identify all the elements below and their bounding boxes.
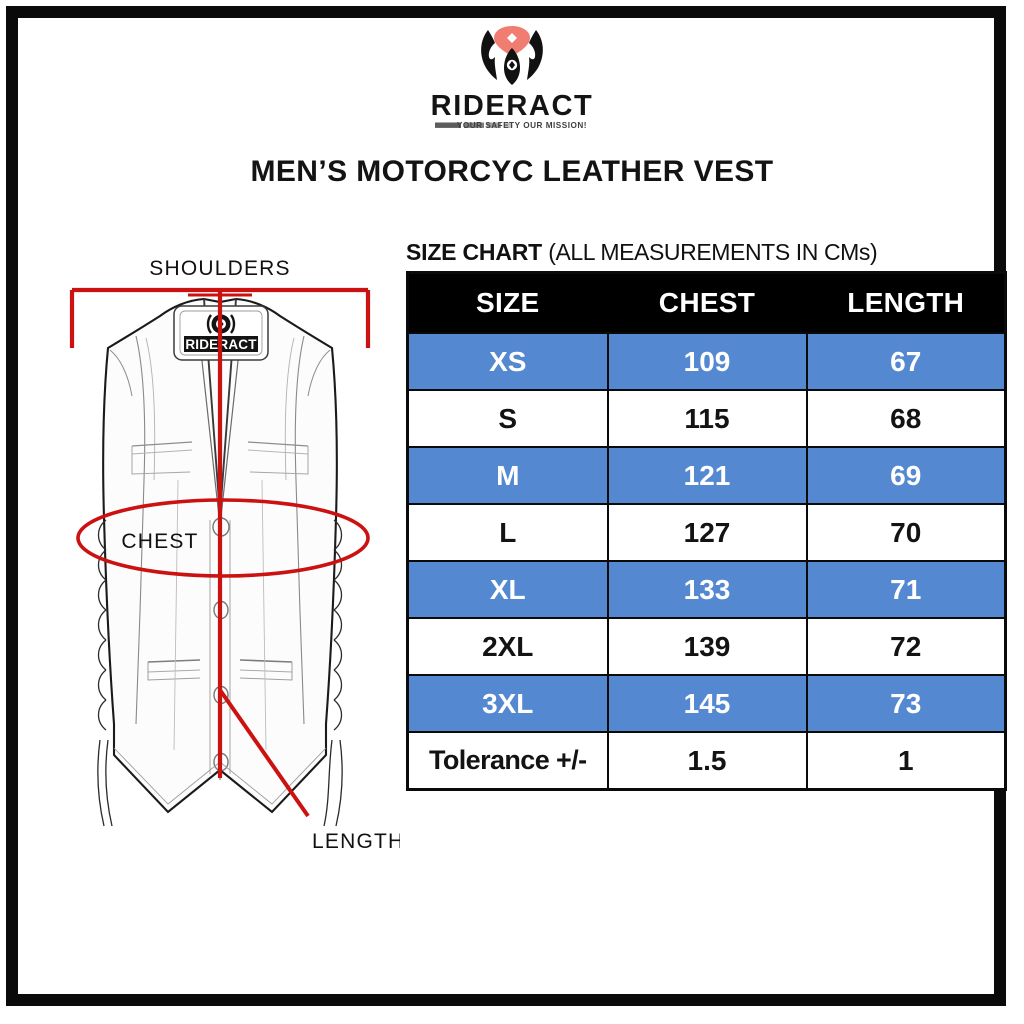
cell-length: 68 [805,389,1007,449]
brand-tagline-text: YOUR SAFETY OUR MISSION! [457,121,587,130]
cell-tolerance-chest: 1.5 [606,731,808,791]
shoulders-guide [69,287,371,348]
table-row: 2XL 139 72 [406,617,1007,677]
cell-size: S [406,389,609,449]
column-header-size: SIZE [406,271,609,335]
cell-size: 2XL [406,617,609,677]
vest-diagram: RIDERACT SHOULDERS CHEST LENGTH [40,250,400,870]
cell-size: XL [406,560,609,620]
page-title: MEN’S MOTORCYC LEATHER VEST [250,155,774,188]
size-chart-caption-units: (ALL MEASUREMENTS IN CMs) [548,239,878,265]
column-header-chest: CHEST [606,271,808,335]
cell-length: 71 [805,560,1007,620]
measurement-guides [69,287,371,818]
size-chart-section: SIZE CHART (ALL MEASUREMENTS IN CMs) SIZ… [406,240,1007,792]
cell-length: 67 [805,332,1007,392]
cell-chest: 139 [606,617,808,677]
cell-chest: 133 [606,560,808,620]
cell-chest: 127 [606,503,808,563]
side-lacing-right [323,519,343,827]
size-chart-caption: SIZE CHART (ALL MEASUREMENTS IN CMs) [406,240,1006,264]
cell-length: 73 [805,674,1007,734]
table-row: 3XL 145 73 [406,674,1007,734]
cell-size: L [406,503,609,563]
cell-length: 69 [805,446,1007,506]
table-row: XL 133 71 [406,560,1007,620]
length-label: LENGTH [312,830,400,853]
shoulders-label: SHOULDERS [149,257,291,280]
cell-chest: 115 [606,389,808,449]
brand-name-text: RIDERACT [431,90,594,122]
side-lacing-left [97,519,113,827]
rideract-helmet-emblem-icon [481,26,543,85]
table-row-tolerance: Tolerance +/- 1.5 1 [406,731,1007,791]
chest-label: CHEST [121,530,198,553]
size-chart-caption-strong: SIZE CHART [406,239,549,265]
cell-length: 72 [805,617,1007,677]
table-row: XS 109 67 [406,332,1007,392]
table-row: L 127 70 [406,503,1007,563]
cell-tolerance-length: 1 [805,731,1007,791]
cell-size: XS [406,332,609,392]
cell-chest: 145 [606,674,808,734]
brand-speed-dashes-icon [435,122,512,128]
table-header-row: SIZE CHEST LENGTH [406,271,1007,335]
brand-wordmark: RIDERACT YOUR SAFETY OUR MISSION! [407,88,617,132]
cell-tolerance-label: Tolerance +/- [406,731,609,791]
size-chart-table: SIZE CHEST LENGTH XS 109 67 S 115 68 M [406,271,1007,792]
cell-size: M [406,446,609,506]
chest-guide-ellipse [76,498,370,578]
cell-chest: 109 [606,332,808,392]
cell-chest: 121 [606,446,808,506]
table-row: S 115 68 [406,389,1007,449]
table-row: M 121 69 [406,446,1007,506]
cell-length: 70 [805,503,1007,563]
column-header-length: LENGTH [805,271,1007,335]
length-guide-leader [218,688,310,818]
brand-logo: RIDERACT YOUR SAFETY OUR MISSION! [0,24,1024,132]
cell-size: 3XL [406,674,609,734]
